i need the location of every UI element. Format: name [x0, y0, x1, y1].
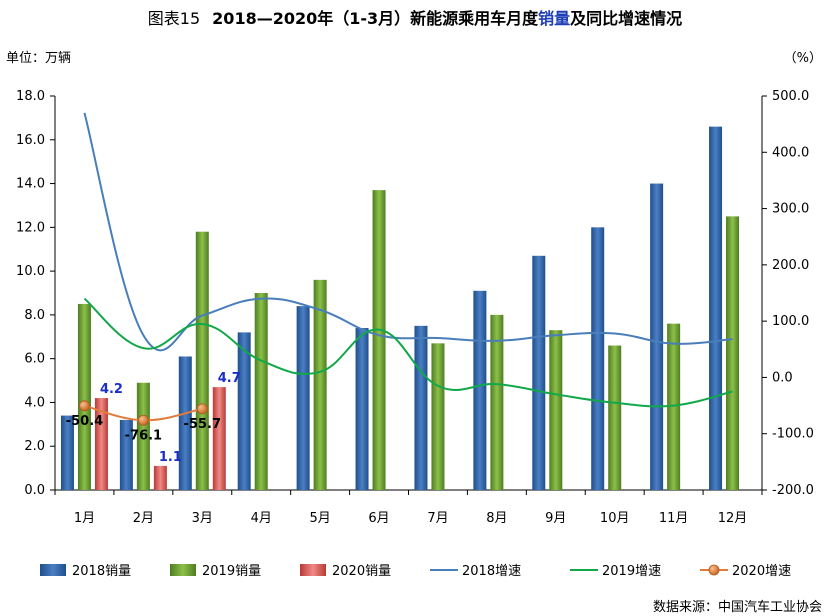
x-tick-label: 3月 [192, 511, 213, 526]
right-tick-label: 300.0 [772, 202, 809, 217]
legend-label: 2018销量 [72, 564, 131, 579]
left-tick-label: 2.0 [24, 439, 45, 454]
title-suffix: 及同比增速情况 [570, 9, 682, 28]
right-axis-unit: （%） [784, 51, 822, 66]
legend-label: 2019增速 [602, 564, 661, 579]
bar-2019销量 [667, 323, 681, 490]
legend-label: 2020增速 [732, 564, 791, 579]
legend-marker [708, 564, 720, 576]
right-tick-label: 400.0 [772, 145, 809, 160]
title-highlight: 销量 [538, 9, 570, 28]
bar-2019销量 [490, 314, 504, 490]
bar-2020销量 [94, 398, 108, 490]
label-2020-growth: -50.4 [66, 414, 103, 429]
bar-2019销量 [77, 303, 91, 490]
bar-2019销量 [313, 279, 327, 490]
bar-2019销量 [726, 216, 740, 490]
bar-2018销量 [355, 328, 369, 490]
x-axis: 1月 2月 3月 4月 5月 6月 7月 8月 9月 10月 11月 12月 [54, 489, 763, 526]
bar-2018销量 [414, 325, 428, 490]
bar-2018销量 [709, 126, 723, 491]
bar-2019销量 [431, 343, 445, 490]
left-tick-label: 18.0 [16, 89, 45, 104]
point-2020-growth [196, 403, 208, 415]
title-prefix: 图表15 [148, 9, 200, 28]
x-tick-label: 8月 [486, 511, 507, 526]
legend-swatch [300, 564, 326, 576]
right-tick-label: -200.0 [772, 483, 814, 498]
data-source: 数据来源：中国汽车工业协会 [653, 599, 822, 615]
legend-label: 2018增速 [462, 564, 521, 579]
bar-2020销量 [212, 387, 226, 490]
right-axis: -200.0 -100.0 0.0 100.0 200.0 300.0 400.0 500.0 [761, 89, 814, 498]
bar-2018销量 [178, 356, 192, 490]
label-2020-growth: -76.1 [125, 428, 162, 443]
bar-2018销量 [237, 332, 251, 490]
left-axis: 0.0 2.0 4.0 6.0 8.0 10.0 12.0 14.0 16.0 18.0 [16, 89, 56, 498]
x-tick-label: 5月 [309, 511, 330, 526]
bar-2018销量 [296, 306, 310, 490]
growth-lines [79, 112, 733, 426]
bar-2019销量 [136, 382, 150, 490]
left-tick-label: 8.0 [24, 308, 45, 323]
bar-2020销量 [153, 465, 167, 490]
bar-2019销量 [195, 231, 209, 490]
left-tick-label: 12.0 [16, 220, 45, 235]
right-tick-label: 200.0 [772, 258, 809, 273]
legend-swatch [40, 564, 66, 576]
label-2020-growth: -55.7 [184, 417, 221, 432]
label-2020-sales: 4.2 [100, 382, 123, 397]
bar-2018销量 [473, 290, 487, 490]
point-2020-growth [79, 400, 90, 412]
chart-title: 图表15 2018—2020年（1-3月）新能源乘用车月度销量及同比增速情况 [148, 9, 682, 28]
bars [60, 126, 740, 491]
left-axis-unit: 单位：万辆 [6, 51, 71, 66]
line-2018增速 [83, 112, 733, 352]
right-tick-label: 500.0 [772, 89, 809, 104]
x-tick-label: 7月 [427, 511, 448, 526]
line-2019增速 [83, 297, 733, 408]
left-tick-label: 16.0 [16, 133, 45, 148]
title-main: 2018—2020年（1-3月）新能源乘用车月度 [212, 9, 539, 28]
bar-2019销量 [549, 330, 563, 490]
data-labels: 4.2 1.1 4.7 -50.4 -76.1 -55.7 [66, 371, 241, 465]
bar-2018销量 [650, 183, 664, 491]
bar-2019销量 [254, 293, 268, 490]
right-tick-label: 100.0 [772, 314, 809, 329]
x-tick-label: 2月 [133, 511, 154, 526]
label-2020-sales: 4.7 [218, 371, 241, 386]
x-tick-label: 12月 [718, 511, 748, 526]
left-tick-label: 0.0 [24, 483, 45, 498]
x-tick-label: 9月 [545, 511, 566, 526]
bar-2018销量 [532, 255, 546, 490]
x-tick-label: 4月 [251, 511, 272, 526]
point-2020-growth [137, 414, 149, 426]
x-tick-label: 11月 [659, 511, 689, 526]
x-tick-label: 10月 [600, 511, 630, 526]
legend-label: 2019销量 [202, 564, 261, 579]
legend: 2018销量 2019销量 2020销量 2018增速 2019增速 2020增速 [40, 564, 791, 579]
x-tick-label: 1月 [74, 511, 95, 526]
bar-2018销量 [119, 419, 133, 490]
legend-swatch [170, 564, 196, 576]
legend-label: 2020销量 [332, 564, 391, 579]
left-tick-label: 6.0 [24, 352, 45, 367]
bar-2018销量 [60, 415, 74, 490]
left-tick-label: 10.0 [16, 264, 45, 279]
bar-2018销量 [591, 227, 605, 491]
left-tick-label: 14.0 [16, 177, 45, 192]
left-tick-label: 4.0 [24, 395, 45, 410]
x-tick-label: 6月 [368, 511, 389, 526]
label-2020-sales: 1.1 [159, 450, 182, 465]
bar-2019销量 [372, 190, 386, 490]
right-tick-label: 0.0 [772, 370, 793, 385]
bar-2019销量 [608, 345, 622, 490]
right-tick-label: -100.0 [772, 427, 814, 442]
